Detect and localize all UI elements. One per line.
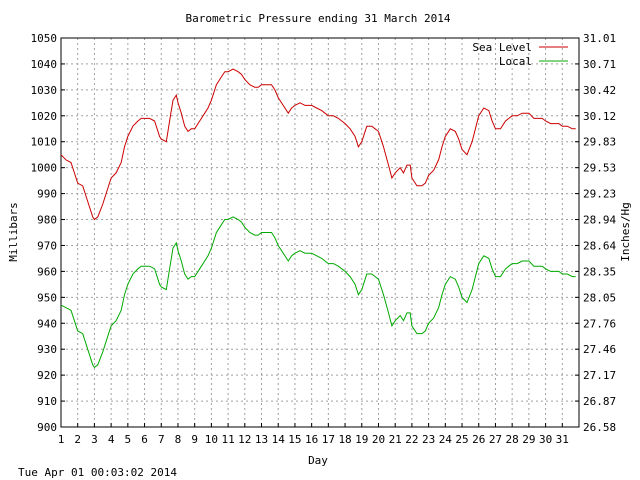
y-tick-label: 1030	[31, 84, 58, 97]
x-axis-label: Day	[308, 454, 328, 467]
y2-tick-label: 28.94	[583, 214, 616, 227]
y2-tick-label: 30.12	[583, 110, 616, 123]
x-tick-label: 23	[422, 433, 435, 446]
x-tick-label: 21	[389, 433, 402, 446]
series-line-local	[60, 216, 576, 369]
legend-label-sea-level: Sea Level	[472, 41, 532, 54]
y2-axis-label: Inches/Hg	[619, 202, 632, 262]
series-line-sea-level	[60, 68, 576, 221]
x-tick-label: 27	[489, 433, 502, 446]
left-axis-ticks: 900 910 920 930 940 950 960 970 980 990 1000 1010 10…	[31, 32, 65, 434]
x-tick-label: 15	[288, 433, 301, 446]
x-tick-label: 31	[556, 433, 569, 446]
y2-tick-label: 26.87	[583, 395, 616, 408]
legend-label-local: Local	[499, 55, 532, 68]
y-tick-label: 1050	[31, 32, 58, 45]
y-tick-label: 1020	[31, 110, 58, 123]
y2-tick-label: 29.23	[583, 188, 616, 201]
y2-tick-label: 26.58	[583, 421, 616, 434]
plot-frame	[60, 37, 580, 428]
x-tick-label: 19	[355, 433, 368, 446]
y2-tick-label: 30.42	[583, 84, 616, 97]
y2-tick-label: 29.53	[583, 162, 616, 175]
y2-tick-label: 30.71	[583, 58, 616, 71]
y-tick-label: 900	[37, 421, 57, 434]
x-tick-label: 2	[74, 433, 81, 446]
x-tick-label: 10	[205, 433, 218, 446]
x-tick-label: 25	[455, 433, 468, 446]
x-tick-label: 11	[221, 433, 234, 446]
y-tick-label: 940	[37, 317, 57, 330]
x-tick-label: 29	[522, 433, 535, 446]
x-tick-label: 6	[141, 433, 148, 446]
x-tick-label: 24	[439, 433, 453, 446]
x-tick-label: 12	[238, 433, 251, 446]
x-tick-label: 30	[539, 433, 552, 446]
x-tick-label: 1	[58, 433, 65, 446]
x-tick-label: 4	[108, 433, 115, 446]
y-tick-label: 1010	[31, 136, 58, 149]
x-tick-label: 3	[91, 433, 98, 446]
x-tick-label: 14	[272, 433, 286, 446]
x-tick-label: 16	[305, 433, 318, 446]
y-tick-label: 910	[37, 395, 57, 408]
y-tick-label: 920	[37, 369, 57, 382]
chart-title: Barometric Pressure ending 31 March 2014	[186, 12, 451, 25]
x-tick-label: 7	[158, 433, 165, 446]
x-tick-label: 8	[175, 433, 182, 446]
y2-tick-label: 27.46	[583, 343, 616, 356]
x-tick-label: 17	[322, 433, 335, 446]
grid-lines	[61, 38, 579, 427]
y2-tick-label: 29.83	[583, 136, 616, 149]
y-tick-label: 990	[37, 188, 57, 201]
y2-tick-label: 27.17	[583, 369, 616, 382]
y2-tick-label: 27.76	[583, 317, 616, 330]
y-tick-label: 1000	[31, 162, 58, 175]
y-tick-label: 980	[37, 214, 57, 227]
right-axis-ticks: 26.58 26.87 27.17 27.46 27.76 28.05 28.35 28.64…	[575, 32, 616, 434]
x-tick-label: 28	[506, 433, 519, 446]
x-axis-ticks: 1 2 3 4 5 6 7 8 9 10 11 12 13 14 15 16 17 18 19 20 21 22 23 24 2…	[58, 423, 569, 446]
x-tick-label: 20	[372, 433, 385, 446]
y2-tick-label: 31.01	[583, 32, 616, 45]
y2-tick-label: 28.05	[583, 291, 616, 304]
x-tick-label: 26	[472, 433, 485, 446]
y-tick-label: 1040	[31, 58, 58, 71]
y-tick-label: 960	[37, 265, 57, 278]
y-tick-label: 950	[37, 291, 57, 304]
footer-timestamp: Tue Apr 01 00:03:02 2014	[18, 466, 177, 479]
y-tick-label: 930	[37, 343, 57, 356]
x-tick-label: 22	[405, 433, 418, 446]
legend: Sea Level Local	[472, 41, 568, 68]
x-tick-label: 9	[191, 433, 198, 446]
series-lines	[60, 68, 576, 369]
x-tick-label: 13	[255, 433, 268, 446]
y-axis-label: Millibars	[7, 202, 20, 262]
x-tick-label: 18	[338, 433, 351, 446]
x-tick-label: 5	[125, 433, 132, 446]
y-tick-label: 970	[37, 239, 57, 252]
y2-tick-label: 28.35	[583, 265, 616, 278]
y2-tick-label: 28.64	[583, 239, 616, 252]
